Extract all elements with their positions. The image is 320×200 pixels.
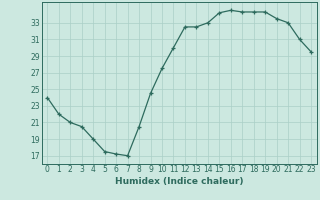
X-axis label: Humidex (Indice chaleur): Humidex (Indice chaleur) (115, 177, 244, 186)
